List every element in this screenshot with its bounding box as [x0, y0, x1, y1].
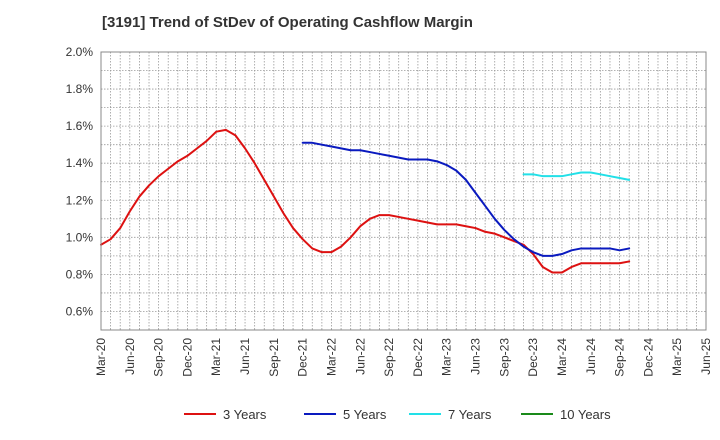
y-tick-label: 1.0%: [66, 230, 94, 244]
x-tick-label: Mar-21: [209, 338, 223, 376]
x-tick-label: Sep-23: [497, 338, 511, 377]
y-tick-label: 1.8%: [66, 82, 94, 96]
x-tick-label: Dec-24: [641, 338, 655, 377]
x-tick-label: Dec-22: [411, 338, 425, 377]
y-tick-label: 1.6%: [66, 119, 94, 133]
x-tick-label: Jun-25: [699, 338, 713, 375]
y-tick-label: 2.0%: [66, 45, 94, 59]
y-axis: 2.0% 1.8% 1.6% 1.4% 1.2% 1.0% 0.8% 0.6%: [66, 45, 94, 318]
x-tick-label: Sep-24: [613, 338, 627, 377]
plot-frame: [100, 51, 707, 331]
plot-area: [101, 52, 706, 330]
y-tick-label: 1.4%: [66, 156, 94, 170]
legend-label-7-years: 7 Years: [448, 407, 492, 422]
x-tick-label: Jun-23: [469, 338, 483, 375]
x-tick-label: Dec-21: [296, 338, 310, 377]
x-tick-label: Mar-24: [555, 338, 569, 376]
series-line-5-years: [301, 141, 631, 257]
x-tick-label: Mar-25: [670, 338, 684, 376]
x-tick-label: Jun-20: [123, 338, 137, 375]
series-layer: [100, 128, 631, 274]
x-axis: Mar-20 Jun-20 Sep-20 Dec-20 Mar-21 Jun-21 Sep-…: [94, 338, 713, 377]
y-tick-label: 1.2%: [66, 193, 94, 207]
x-tick-label: Dec-23: [526, 338, 540, 377]
y-tick-label: 0.6%: [66, 304, 94, 318]
x-tick-label: Jun-21: [238, 338, 252, 375]
x-tick-label: Sep-22: [382, 338, 396, 377]
y-tick-label: 0.8%: [66, 267, 94, 281]
x-tick-label: Sep-21: [267, 338, 281, 377]
legend-label-5-years: 5 Years: [343, 407, 387, 422]
x-tick-label: Mar-23: [440, 338, 454, 376]
x-tick-label: Jun-24: [584, 338, 598, 375]
chart-title: [3191] Trend of StDev of Operating Cashf…: [102, 14, 473, 31]
grid: [100, 51, 707, 331]
legend-label-10-years: 10 Years: [560, 407, 611, 422]
x-tick-label: Dec-20: [180, 338, 194, 377]
legend-label-3-years: 3 Years: [223, 407, 267, 422]
series-line-7-years: [522, 171, 631, 181]
x-tick-label: Mar-22: [324, 338, 338, 376]
series-line-3-years: [100, 128, 631, 274]
legend: 3 Years 5 Years 7 Years 10 Years: [184, 407, 611, 422]
x-tick-label: Jun-22: [353, 338, 367, 375]
x-tick-label: Mar-20: [94, 338, 108, 376]
x-tick-label: Sep-20: [152, 338, 166, 377]
